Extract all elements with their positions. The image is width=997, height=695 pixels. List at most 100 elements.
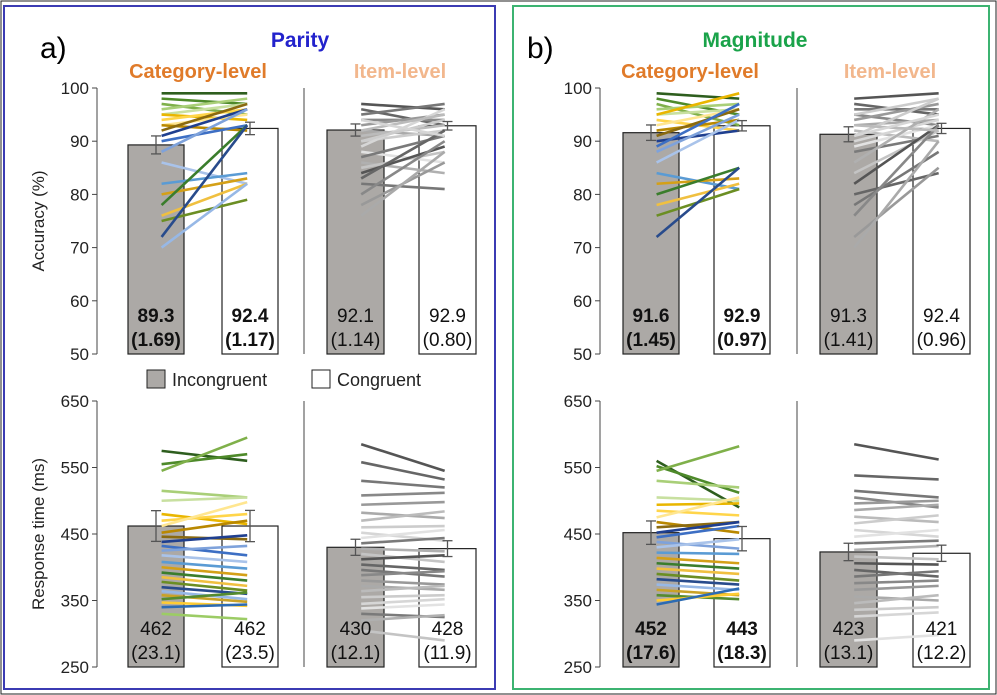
participant-line [656,583,740,592]
participant-line [361,102,445,111]
legend: Incongruent Congruent [146,369,421,390]
participant-line [161,603,248,609]
participant-line [854,503,939,512]
y-tick-label: 550 [61,459,89,478]
condition-title: Category-level [129,61,267,83]
legend-label-congruent: Congruent [337,370,421,390]
participant-line [161,553,248,564]
participant-line [853,442,939,461]
participant-line [854,123,939,132]
participant-line [161,102,248,132]
participant-line [360,140,446,196]
se-label: (1.14) [331,330,381,351]
participant-line [656,540,740,550]
participant-line [853,118,939,143]
condition-title: Category-level [621,61,759,83]
participant-line [853,124,940,217]
legend-swatch-congruent [311,369,331,389]
participant-line [853,166,940,238]
participant-line [656,166,740,196]
bar-congruent [912,127,971,355]
y-tick-label: 90 [70,132,89,151]
panel-a: a) Parity 50 60 70 80 90 100 Accuracy (%) Categor… [3,5,496,690]
participant-line [656,538,740,549]
y-tick-label: 650 [564,392,592,411]
participant-line [160,182,248,249]
y-tick-label: 60 [573,292,592,311]
participant-line [656,182,740,207]
participant-line [853,171,939,196]
mean-label: 91.6 [633,306,670,327]
participant-line [656,118,740,164]
participant-line [854,489,939,499]
participant-line [161,449,248,463]
y-tick-label: 50 [573,345,592,364]
y-tick-label: 450 [61,525,89,544]
mean-label: 428 [432,619,464,640]
participant-line [161,565,248,577]
participant-line [656,502,740,507]
y-tick-label: 100 [564,79,592,98]
participant-line [854,118,939,127]
participant-line [656,520,740,534]
participant-line [360,118,445,143]
panel-task-title: Magnitude [703,29,808,52]
mean-label: 423 [833,619,865,640]
y-tick-label: 650 [61,392,89,411]
participant-line [161,512,248,522]
participant-line [361,547,445,553]
y-tick-label: 250 [564,658,592,677]
participant-line [854,539,939,545]
participant-line [854,499,939,505]
bar-incongruent [622,132,680,355]
participant-line [161,496,248,503]
participant-line [161,534,248,544]
participant-line [853,113,939,138]
participant-line [161,593,248,604]
mean-label: 92.4 [923,306,960,327]
participant-line [161,571,248,582]
participant-line [361,491,445,497]
participant-line [361,563,445,572]
y-tick-label: 80 [573,185,592,204]
participant-line [853,140,940,249]
participant-line [361,593,445,599]
y-tick-label: 70 [70,239,89,258]
participant-line [854,579,939,585]
participant-line [656,587,740,606]
participant-line [161,489,248,499]
mean-label: 92.1 [337,306,374,327]
y-tick-label: 550 [564,459,592,478]
panel-border [512,5,990,690]
condition-title: Item-level [844,61,936,83]
participant-line [656,113,740,154]
y-tick-label: 70 [573,239,592,258]
bar-congruent [221,127,279,355]
y-tick-label: 50 [70,345,89,364]
participant-line [161,97,248,111]
participant-line [656,102,740,111]
participant-line [161,97,248,106]
se-label: (0.97) [717,330,767,351]
participant-line [854,611,939,618]
participant-line [361,629,445,642]
mean-label: 92.9 [724,306,761,327]
panel-letter: a) [40,32,67,65]
participant-line [656,556,740,565]
participant-line [360,129,446,180]
participant-line [360,118,445,138]
participant-line [361,613,445,622]
y-tick-label: 250 [61,658,89,677]
mean-label: 421 [926,619,958,640]
participant-line [656,444,740,473]
participant-line [161,171,248,186]
participant-line [161,519,248,534]
participant-line [361,536,445,545]
participant-line [161,580,248,592]
participant-line [656,464,740,495]
participant-line [361,553,445,561]
participant-line [656,509,740,517]
participant-line [853,97,940,138]
participant-line [361,524,445,529]
